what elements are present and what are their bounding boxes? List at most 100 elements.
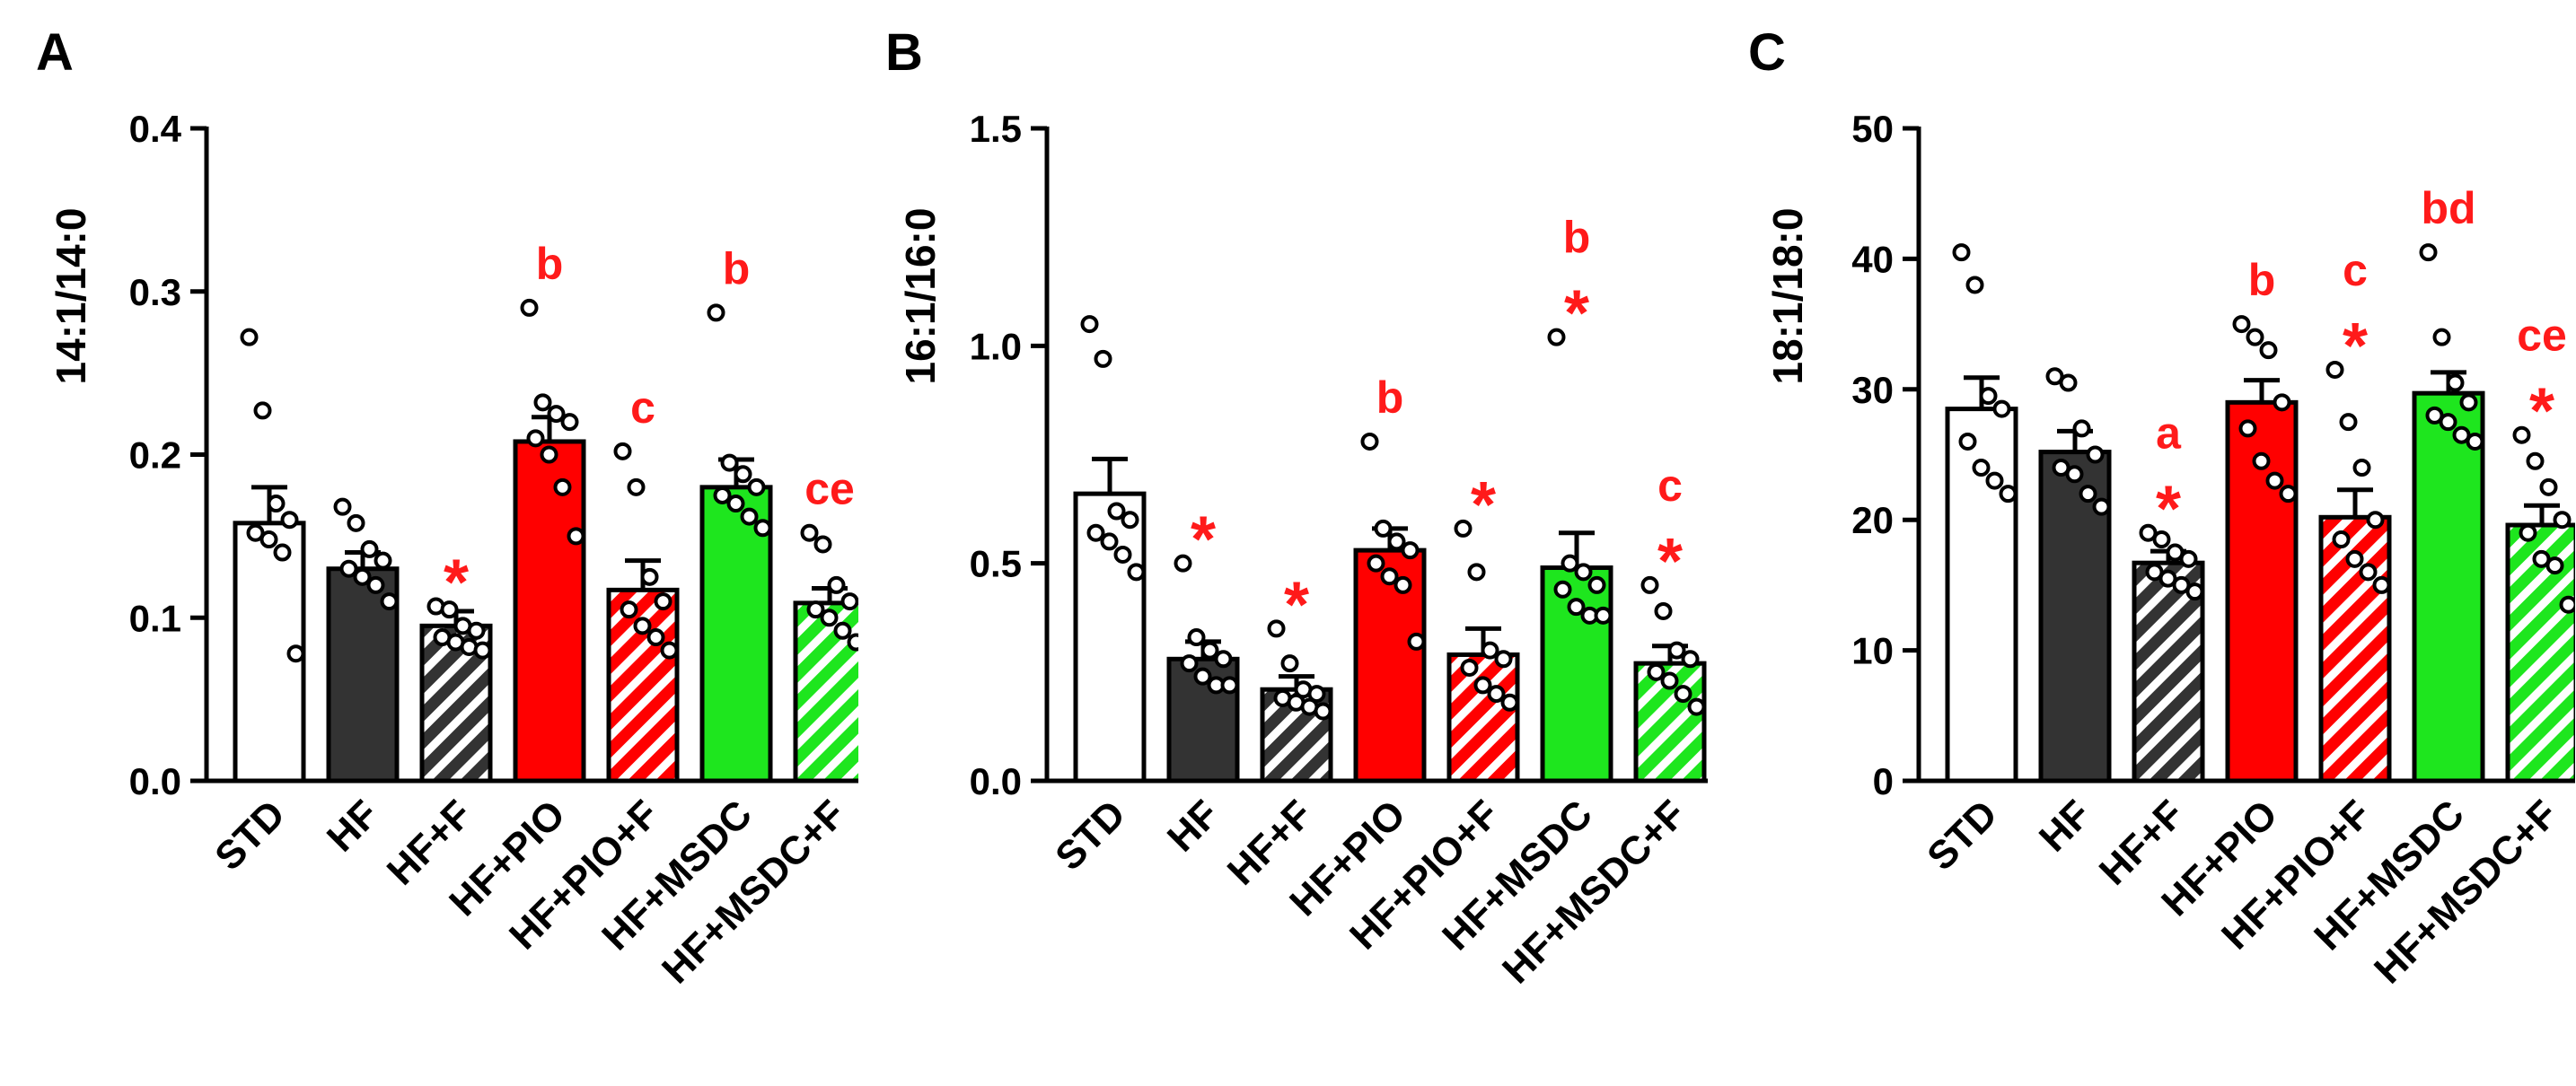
x-tick-label: HF [1159, 792, 1227, 860]
data-point [1214, 650, 1233, 669]
data-point [374, 551, 392, 570]
x-tick-label: STD [207, 792, 294, 879]
data-point [2553, 511, 2572, 530]
data-point [2332, 530, 2351, 549]
data-point [613, 442, 632, 460]
data-point [1574, 563, 1593, 582]
data-point [2372, 575, 2391, 594]
data-point [2158, 569, 2177, 588]
data-point [1174, 554, 1192, 573]
x-tick-label: STD [1919, 792, 2006, 879]
data-point [2466, 432, 2484, 451]
data-point [2265, 471, 2284, 490]
data-point [1985, 471, 2004, 490]
data-point [627, 477, 646, 496]
data-point [2559, 595, 2575, 614]
data-point [1567, 598, 1586, 617]
data-point [533, 393, 552, 412]
data-point [2072, 419, 2091, 438]
data-point [560, 413, 579, 432]
data-point [747, 477, 766, 496]
data-point [553, 477, 572, 496]
data-point [540, 445, 558, 464]
x-tick-label: HF [2031, 792, 2099, 860]
data-point [2185, 582, 2204, 601]
data-point [547, 405, 566, 424]
chart-panel-b: B 16:1/16:0 0.0 0.5 1.0 1.5 STD HF HF+F HF+PIO H… [858, 0, 1717, 1086]
data-point [2166, 543, 2185, 562]
data-point [280, 511, 299, 530]
data-point [800, 523, 819, 542]
data-point [1401, 541, 1420, 560]
data-point [1992, 399, 2011, 418]
x-tick-label: STD [1047, 792, 1134, 879]
data-point [1594, 606, 1613, 625]
data-point [1999, 485, 2018, 504]
data-point [633, 617, 652, 635]
data-point [1473, 676, 1492, 695]
data-point [1113, 545, 1132, 564]
data-point [2432, 328, 2451, 346]
data-point [2065, 465, 2084, 484]
significance-letters: a [2156, 408, 2182, 459]
data-point [753, 519, 772, 538]
data-point [339, 559, 358, 578]
data-point [1494, 650, 1513, 669]
data-point [1374, 519, 1393, 538]
data-point [660, 641, 679, 660]
data-point [1587, 575, 1606, 594]
y-tick-label: 0.5 [970, 543, 1022, 585]
significance-star: * [1657, 526, 1683, 598]
data-point [1121, 511, 1139, 530]
data-point [1307, 685, 1326, 704]
data-point [1380, 567, 1399, 586]
data-point [2425, 406, 2444, 425]
data-point [2539, 477, 2558, 496]
data-point [1972, 459, 1991, 477]
y-tick-label: 1.0 [970, 325, 1022, 367]
data-point [347, 513, 365, 532]
y-tick-label: 0.1 [129, 597, 181, 639]
data-point [1180, 654, 1199, 673]
data-point [259, 530, 278, 549]
data-point [2079, 485, 2097, 504]
y-axis-title: 14:1/14:0 [48, 208, 94, 385]
data-point [1965, 276, 1984, 294]
data-point [526, 429, 545, 448]
data-point [567, 527, 585, 546]
data-point [2366, 511, 2385, 530]
data-point [1280, 654, 1299, 673]
y-tick-label: 40 [1851, 238, 1894, 280]
data-point [1561, 554, 1579, 573]
significance-letters: ce [804, 464, 855, 514]
data-point [2352, 459, 2371, 477]
significance-star: * [2343, 311, 2368, 382]
data-point [2052, 459, 2070, 477]
data-point [2086, 445, 2105, 464]
data-point [267, 495, 286, 513]
data-point [2152, 530, 2171, 549]
panel-letter: C [1748, 23, 1786, 82]
data-point [1080, 315, 1099, 334]
significance-star: * [444, 547, 469, 619]
data-point [1681, 650, 1700, 669]
data-point [273, 543, 292, 562]
data-point [246, 523, 265, 542]
significance-letters: c [630, 382, 655, 433]
data-point [1360, 432, 1379, 451]
data-point [2252, 451, 2271, 470]
data-point [1640, 575, 1659, 594]
data-point [726, 495, 745, 513]
data-point [253, 401, 272, 420]
data-point [2238, 419, 2257, 438]
bar-hf-pio [513, 439, 586, 784]
data-point [2259, 341, 2278, 360]
data-point [2279, 485, 2298, 504]
data-point [734, 465, 752, 484]
data-point [240, 328, 259, 346]
significance-letters: c [1657, 460, 1683, 511]
data-point [1667, 641, 1686, 660]
y-tick-label: 0.3 [129, 271, 181, 313]
significance-letters: b [1376, 372, 1404, 423]
